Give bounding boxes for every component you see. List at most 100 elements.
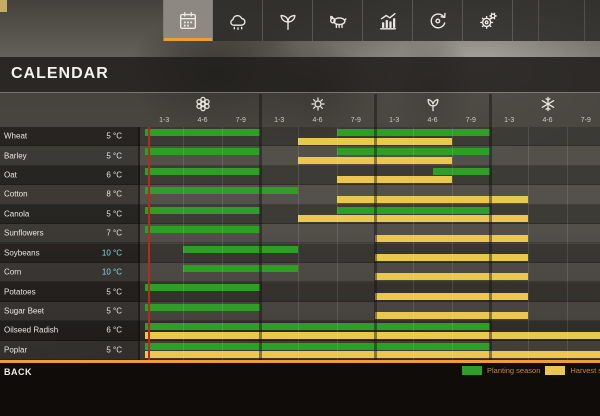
harvest-bar xyxy=(145,331,600,339)
planting-bar xyxy=(145,226,260,234)
germination-temperature: 5 °C xyxy=(106,306,122,316)
axis-tick-label: 7-9 xyxy=(465,117,476,124)
germination-temperature: 7 °C xyxy=(106,228,122,238)
crop-name: Barley xyxy=(4,151,27,161)
planting-bar xyxy=(145,187,299,195)
hud-fragment xyxy=(0,0,7,12)
tab-statistics[interactable] xyxy=(363,0,413,41)
crop-name: Oat xyxy=(4,170,17,180)
harvest-bar xyxy=(298,137,452,145)
bud-icon xyxy=(425,96,441,112)
crop-row-sunflowers xyxy=(140,224,600,244)
crop-row-cotton xyxy=(140,185,600,205)
axis-tick-label: 7-9 xyxy=(350,117,361,124)
season-separator xyxy=(488,94,492,360)
crop-label-row-potatoes: Potatoes 5 °C xyxy=(0,282,140,302)
axis-tick-label: 4-6 xyxy=(312,117,323,124)
crop-row-corn xyxy=(140,262,600,283)
germination-temperature: 10 °C xyxy=(101,248,122,258)
crop-row-canola xyxy=(140,204,600,225)
tab-settings[interactable] xyxy=(463,0,513,41)
axis-tick-label: 4-6 xyxy=(427,117,438,124)
planting-bar xyxy=(336,129,490,136)
crop-label-row-sugar-beet: Sugar Beet 5 °C xyxy=(0,301,140,322)
axis-tick-label: 1-3 xyxy=(389,117,400,124)
harvest-bar xyxy=(375,234,529,242)
planting-bar xyxy=(145,303,260,311)
germination-temperature: 5 °C xyxy=(106,131,122,141)
germination-temperature: 5 °C xyxy=(106,345,122,355)
planting-bar xyxy=(145,284,260,292)
tab-rotation[interactable] xyxy=(413,0,463,41)
germination-temperature: 8 °C xyxy=(106,189,122,199)
crop-label-row-sunflowers: Sunflowers 7 °C xyxy=(0,224,140,244)
menu-tab-bar xyxy=(163,0,600,41)
grid-line xyxy=(566,127,568,360)
flower-icon xyxy=(195,96,211,112)
tab-weather[interactable] xyxy=(213,0,263,41)
crop-name: Poplar xyxy=(4,345,28,355)
crop-row-wheat xyxy=(140,127,600,147)
planting-bar xyxy=(145,148,260,156)
crop-name: Sunflowers xyxy=(4,228,44,238)
crop-row-sugar-beet xyxy=(140,301,600,322)
back-button[interactable]: BACK xyxy=(4,367,32,377)
tab-calendar[interactable] xyxy=(163,0,213,41)
tab-crop-info[interactable] xyxy=(263,0,313,41)
planting-bar xyxy=(145,323,490,331)
crop-label-row-poplar: Poplar 5 °C xyxy=(0,340,140,360)
crop-name: Oilseed Radish xyxy=(4,325,59,335)
crop-row-potatoes xyxy=(140,282,600,302)
planting-bar xyxy=(183,245,299,253)
grid-line xyxy=(451,127,453,360)
planting-bar xyxy=(432,167,490,175)
sun-icon xyxy=(310,96,326,112)
harvest-bar xyxy=(298,156,452,164)
planting-legend-label: Planting season xyxy=(487,366,541,375)
grid-line xyxy=(183,127,185,360)
crop-label-row-canola: Canola 5 °C xyxy=(0,204,140,225)
crop-label-column: Wheat 5 °C Barley 5 °C Oat 6 °C Cotton 8 °C Cano… xyxy=(0,127,140,360)
harvest-bar xyxy=(336,195,529,203)
crop-name: Potatoes xyxy=(4,287,36,297)
grid-line xyxy=(413,127,415,360)
axis-tick-label: 1-3 xyxy=(504,117,515,124)
crop-label-row-corn: Corn 10 °C xyxy=(0,262,140,283)
selected-tab-underline xyxy=(164,38,212,41)
tab-separator xyxy=(584,0,585,41)
crop-row-soybeans xyxy=(140,243,600,263)
tab-separator xyxy=(538,0,539,41)
crop-label-row-cotton: Cotton 8 °C xyxy=(0,185,140,205)
harvest-bar xyxy=(375,254,529,261)
planting-bar xyxy=(145,129,260,136)
grid-line xyxy=(336,127,338,360)
calendar-chart xyxy=(140,127,600,360)
crop-row-barley xyxy=(140,146,600,166)
planting-bar xyxy=(336,206,490,214)
axis-tick-label: 4-6 xyxy=(197,117,208,124)
axis-tick-label: 1-3 xyxy=(274,117,285,124)
germination-temperature: 5 °C xyxy=(106,151,122,161)
panel-bottom-accent xyxy=(0,360,600,363)
crop-name: Wheat xyxy=(4,131,28,141)
crop-name: Corn xyxy=(4,267,22,277)
calendar-panel: CALENDAR 1-3 4-6 7-9 1-3 4-6 7-9 1-3 4-6 7-9 1-3 4… xyxy=(0,57,600,363)
axis-tick-label: 7-9 xyxy=(580,117,591,124)
tab-animals[interactable] xyxy=(313,0,363,41)
planting-bar xyxy=(183,264,299,272)
crop-label-row-wheat: Wheat 5 °C xyxy=(0,127,140,147)
column-divider xyxy=(138,127,140,360)
legend: Planting season Harvest season xyxy=(462,366,600,375)
grid-line xyxy=(221,127,223,360)
crop-row-poplar xyxy=(140,340,600,360)
current-day-line xyxy=(147,127,150,360)
crop-name: Sugar Beet xyxy=(4,306,45,316)
planting-bar xyxy=(145,342,490,350)
crop-row-oat xyxy=(140,165,600,186)
planting-bar xyxy=(336,148,490,156)
harvest-bar xyxy=(298,215,529,223)
germination-temperature: 10 °C xyxy=(101,267,122,277)
germination-temperature: 6 °C xyxy=(106,170,122,180)
harvest-bar xyxy=(375,273,529,281)
